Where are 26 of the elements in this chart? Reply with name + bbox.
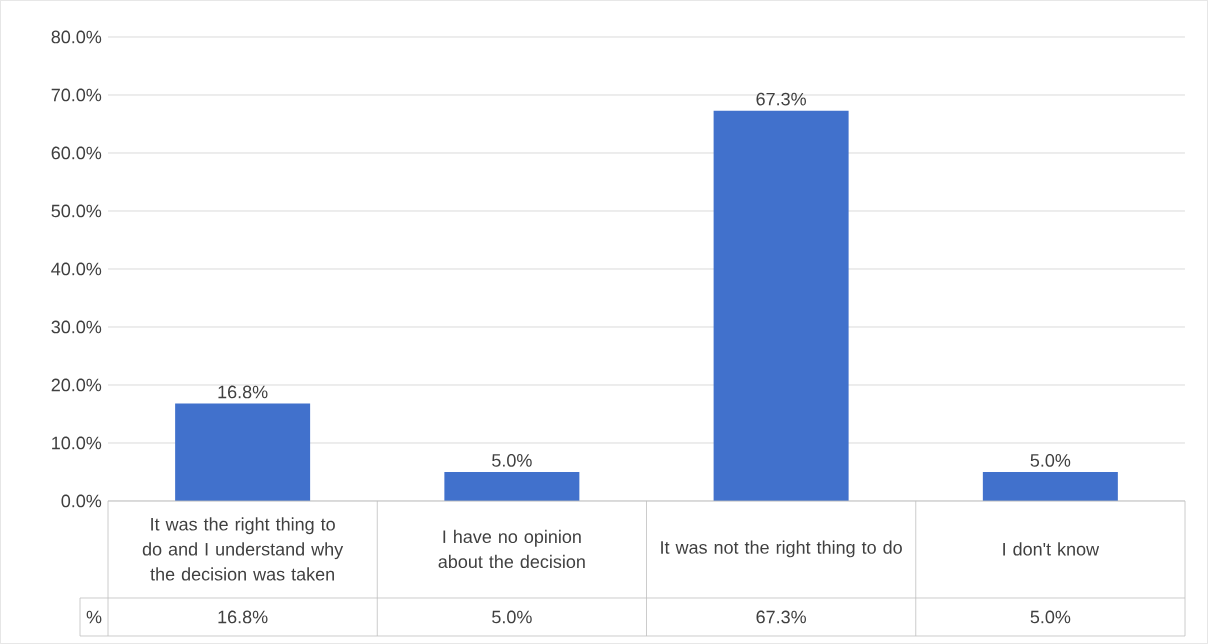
y-tick-label: 60.0% — [51, 146, 102, 160]
y-tick-label: 0.0% — [61, 494, 102, 508]
bar — [982, 471, 1118, 501]
text: 16.8% — [218, 385, 268, 399]
bar — [175, 403, 311, 501]
text: 5.0% — [492, 454, 532, 467]
bar — [713, 110, 849, 501]
data-label: 5.0% — [492, 610, 532, 624]
data-label: 5.0% — [1030, 610, 1071, 624]
text: 67.3% — [756, 92, 806, 106]
data-label: 16.8% — [218, 610, 268, 624]
y-tick-label: 80.0% — [51, 30, 102, 44]
y-tick-label: 40.0% — [51, 262, 102, 276]
y-tick-label: 50.0% — [51, 204, 102, 218]
data-label: 67.3% — [756, 610, 807, 624]
y-tick-label: 10.0% — [52, 436, 102, 450]
y-tick-label: 70.0% — [51, 88, 102, 102]
x-tick-label: It was the right thing to do and I understand why the decision was taken — [142, 517, 344, 581]
y-tick-label: 30.0% — [51, 320, 102, 334]
x-tick-label: I have no opinion about the decision — [438, 529, 585, 569]
x-tick-label: It was not the right thing to do — [661, 540, 902, 558]
y-tick-label: 20.0% — [51, 378, 102, 392]
text: 5.0% — [1030, 454, 1071, 467]
x-tick-label: I don't know — [1003, 542, 1100, 556]
text: % — [86, 610, 102, 624]
bar — [444, 471, 580, 501]
